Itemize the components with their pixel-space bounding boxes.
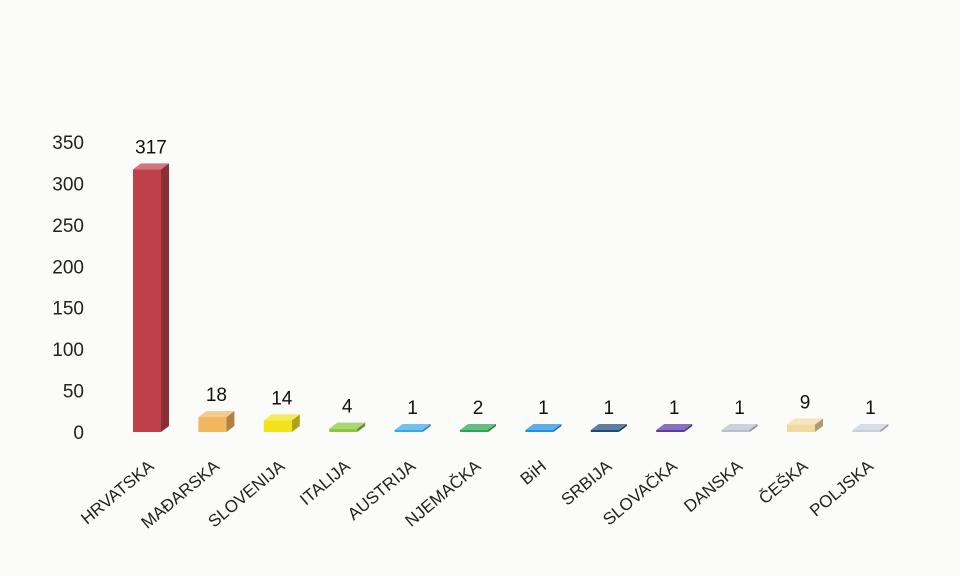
bar-side [291,414,300,432]
bar-front [460,430,488,432]
y-tick-label: 250 [52,216,84,237]
bar [852,424,889,432]
bar [590,424,627,432]
bar-top [852,424,889,430]
bar-front [852,430,881,432]
y-tick-label: 350 [52,133,84,154]
bar-side [226,411,235,432]
bar-front [656,430,685,432]
bar-top [656,424,693,430]
data-label: 4 [342,397,353,418]
bar [525,424,562,432]
bar-top [460,424,496,430]
x-tick-label: SRBIJA [558,456,616,509]
bar [394,424,431,432]
bar-front [198,417,227,432]
data-labels: 317 18 14 4 1 2 1 1 1 1 9 1 [135,137,876,419]
bar-front [525,430,554,432]
bar [460,424,496,432]
y-tick-label: 50 [63,382,84,403]
bar-side [161,163,169,433]
bar-side [684,424,693,432]
y-tick-label: 200 [52,257,84,278]
bar-side [618,424,627,432]
bar-top [329,422,366,429]
bar-side [553,424,562,432]
bar-top [394,424,431,430]
x-tick-label: ČEŠKA [755,456,812,508]
x-tick-label: ITALIJA [296,456,354,509]
bar-top [525,424,562,430]
data-label: 14 [271,388,293,409]
bar-top [590,424,627,430]
bar-side [749,424,758,432]
x-tick-label: DANSKA [680,456,746,516]
bar-front [133,169,161,433]
bar-series [133,163,889,433]
data-label: 1 [669,398,680,419]
bar-top [787,418,823,425]
bar-front [787,424,815,432]
y-tick-label: 150 [52,299,84,320]
y-tick-label: 0 [73,423,84,444]
data-label: 18 [206,385,227,406]
bar-front [590,430,619,432]
data-label: 1 [407,398,418,419]
y-axis: 0 50 100 150 200 250 300 350 [52,133,84,444]
bar-top [198,411,235,418]
data-label: 9 [800,393,811,414]
y-tick-label: 100 [52,340,84,361]
data-label: 2 [473,398,484,419]
bar [787,418,823,432]
bar-side [815,418,823,432]
bar-front [394,430,423,432]
bar-front [329,428,358,432]
bar-front [721,430,750,432]
x-tick-label: BiH [517,457,550,489]
data-label: 317 [135,137,167,158]
bar-front [263,420,292,432]
bar-top [721,424,758,430]
bar [198,411,235,432]
bar-side [422,424,431,432]
bar [721,424,758,432]
bar [656,424,693,432]
data-label: 1 [865,398,876,419]
bar [133,163,169,433]
data-label: 1 [604,398,615,419]
bar-side [880,424,889,432]
x-tick-label: POLJSKA [806,456,877,520]
bar-top [263,414,300,421]
bar-top [133,163,169,170]
data-label: 1 [734,398,745,419]
bar [263,414,300,432]
y-tick-label: 300 [52,174,84,195]
bar [329,422,366,432]
data-label: 1 [538,398,549,419]
bar-side [488,424,496,432]
bar-side [357,422,366,432]
